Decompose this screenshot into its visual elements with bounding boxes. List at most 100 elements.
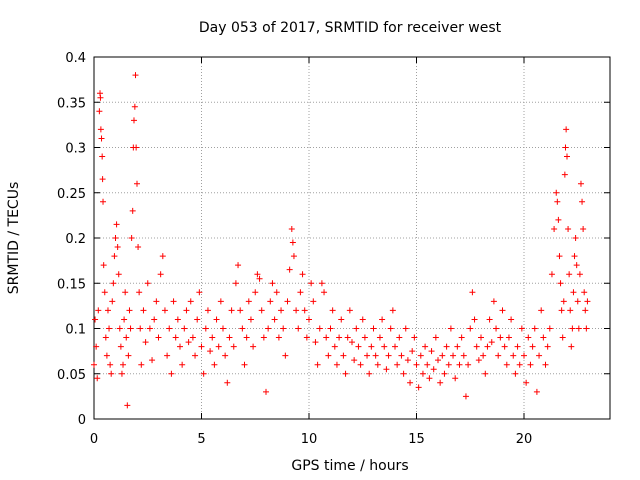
data-point	[357, 361, 364, 368]
data-point	[121, 316, 128, 323]
data-point	[555, 216, 562, 223]
data-point	[495, 352, 502, 359]
data-point	[512, 370, 519, 377]
data-point	[546, 325, 553, 332]
data-point	[155, 334, 162, 341]
data-point	[473, 343, 480, 350]
data-point	[488, 339, 495, 346]
data-point	[379, 316, 386, 323]
data-point	[435, 357, 441, 364]
data-point	[525, 334, 532, 341]
data-point	[374, 361, 381, 368]
data-point	[333, 361, 340, 368]
data-point	[544, 343, 551, 350]
data-point	[146, 325, 153, 332]
data-point	[164, 352, 171, 359]
x-tick-label: 15	[408, 432, 425, 447]
data-point	[286, 266, 293, 273]
data-point	[314, 361, 321, 368]
data-point	[551, 225, 558, 232]
data-point	[508, 316, 515, 323]
data-point	[269, 280, 276, 287]
data-point	[565, 225, 572, 232]
data-point	[280, 325, 287, 332]
data-point	[445, 361, 452, 368]
data-point	[293, 307, 300, 314]
data-point	[346, 307, 353, 314]
data-point	[142, 339, 149, 346]
data-point	[91, 361, 97, 368]
data-point	[480, 352, 487, 359]
data-point	[368, 343, 375, 350]
data-point	[531, 325, 538, 332]
data-point	[342, 370, 349, 377]
data-point	[560, 298, 567, 305]
data-point	[538, 307, 545, 314]
data-point	[556, 253, 563, 260]
data-point	[96, 108, 103, 115]
data-point	[204, 307, 211, 314]
data-point	[415, 384, 422, 391]
y-tick-label: 0	[78, 413, 86, 428]
data-point	[493, 325, 500, 332]
x-axis-label: GPS time / hours	[291, 458, 408, 474]
data-point	[136, 289, 143, 296]
data-point	[562, 144, 569, 151]
data-point	[558, 307, 565, 314]
data-point	[471, 316, 478, 323]
data-point	[103, 352, 110, 359]
data-point	[301, 307, 308, 314]
data-point	[437, 379, 444, 386]
data-point	[582, 307, 589, 314]
data-point	[166, 325, 173, 332]
data-point	[256, 275, 263, 282]
data-point	[138, 361, 145, 368]
data-point	[575, 325, 582, 332]
data-point	[93, 343, 100, 350]
data-point	[462, 393, 469, 400]
data-point	[215, 343, 222, 350]
data-point	[383, 366, 390, 373]
data-point	[540, 334, 547, 341]
y-tick-label: 0.4	[65, 51, 86, 66]
data-point	[497, 334, 504, 341]
data-point	[452, 375, 459, 382]
data-point	[282, 352, 289, 359]
data-point	[456, 361, 463, 368]
data-point	[297, 289, 304, 296]
data-point	[389, 307, 396, 314]
data-point	[310, 298, 317, 305]
data-point	[576, 271, 583, 278]
data-point	[321, 289, 328, 296]
data-point	[94, 375, 101, 382]
data-point	[336, 334, 343, 341]
data-point	[469, 289, 476, 296]
data-point	[428, 348, 435, 355]
data-point	[340, 352, 347, 359]
data-point	[460, 352, 467, 359]
data-point	[516, 361, 523, 368]
data-point	[122, 289, 129, 296]
data-point	[179, 361, 186, 368]
data-point	[101, 289, 108, 296]
data-point	[570, 289, 577, 296]
data-point	[505, 334, 512, 341]
data-point	[196, 289, 203, 296]
data-point	[510, 352, 517, 359]
y-tick-label: 0.2	[65, 232, 86, 247]
data-point	[396, 334, 403, 341]
y-tick-label: 0.35	[57, 96, 86, 111]
data-point	[99, 176, 106, 183]
data-point	[381, 343, 388, 350]
data-point	[97, 126, 104, 133]
y-tick-label: 0.3	[65, 142, 86, 157]
data-point	[124, 402, 131, 409]
data-point	[577, 180, 584, 187]
data-point	[450, 352, 457, 359]
data-point	[157, 271, 164, 278]
data-point	[284, 298, 291, 305]
x-tick-label: 5	[197, 432, 205, 447]
data-point	[344, 334, 351, 341]
data-point	[361, 334, 368, 341]
data-point	[518, 325, 525, 332]
